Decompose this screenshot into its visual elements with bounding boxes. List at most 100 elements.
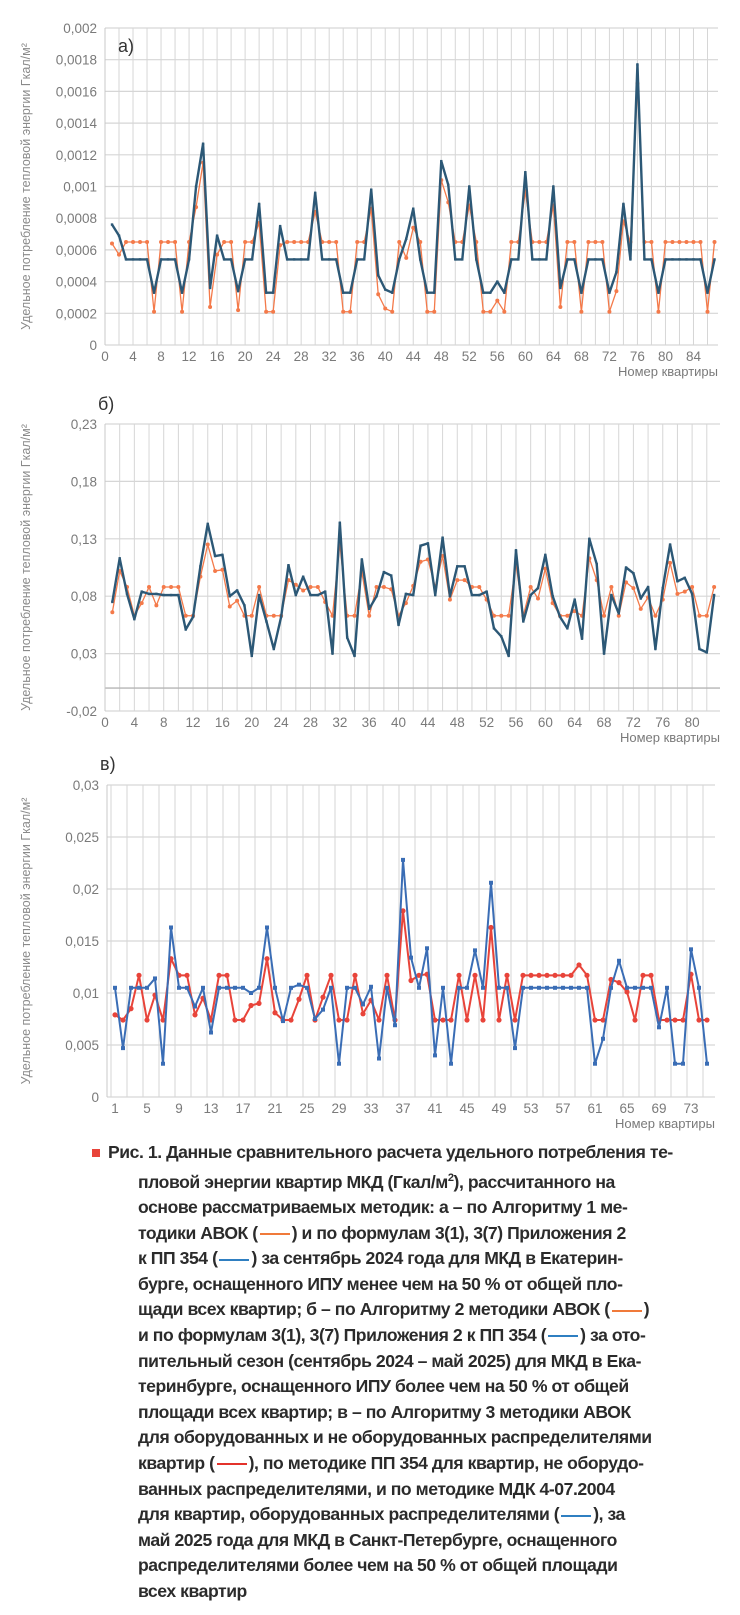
x-tick-label: 80: [685, 715, 700, 730]
data-point: [441, 536, 444, 539]
data-point: [159, 258, 163, 261]
data-point: [585, 985, 589, 990]
data-point: [622, 202, 625, 206]
data-point: [315, 585, 320, 590]
data-point: [208, 304, 213, 309]
x-tick-label: 72: [626, 715, 641, 730]
data-point: [418, 559, 423, 564]
data-point: [485, 590, 488, 593]
chart-1: -0,020,030,080,130,180,230 4 8 12 16 20 24 28 32…: [19, 394, 720, 745]
data-point: [137, 985, 141, 990]
data-point: [229, 239, 234, 244]
data-point: [248, 1002, 254, 1009]
data-point: [692, 258, 695, 261]
data-point: [368, 607, 371, 611]
data-point: [249, 991, 253, 995]
x-tick-label: 21: [267, 1101, 282, 1116]
data-point: [301, 575, 305, 578]
data-point: [448, 1017, 454, 1023]
data-point: [329, 985, 333, 990]
caption-text: Рис. 1. Данные сравнительного расчета уд…: [92, 1140, 722, 1605]
data-point: [496, 1017, 502, 1023]
data-point: [281, 1019, 285, 1024]
x-tick-label: 33: [363, 1101, 378, 1116]
x-tick-label: 56: [508, 715, 523, 730]
data-point: [398, 258, 401, 261]
y-axis-title: Удельное потребление тепловой энергии Гк…: [19, 424, 33, 711]
data-point: [636, 63, 639, 66]
data-point: [285, 258, 289, 261]
caption-text-segment: май 2025 года для МКД в Санкт-Петербурге…: [138, 1529, 617, 1550]
data-point: [544, 972, 550, 978]
caption-text-segment: тодики АВОК (: [138, 1222, 258, 1243]
data-point: [640, 972, 646, 978]
data-point: [552, 972, 558, 978]
data-point: [294, 593, 298, 597]
data-point: [257, 585, 262, 590]
data-point: [257, 202, 261, 206]
data-point: [495, 298, 500, 303]
panel-label: б): [98, 394, 114, 414]
data-point: [271, 291, 275, 294]
caption-text-segment: пительный сезон (сентябрь 2024 – май 202…: [138, 1350, 641, 1371]
data-point: [229, 258, 233, 261]
x-tick-label: 52: [479, 715, 494, 730]
data-point: [569, 985, 573, 990]
x-tick-label: 16: [215, 715, 230, 730]
data-point: [296, 996, 302, 1002]
data-point: [481, 985, 485, 990]
data-point: [553, 985, 557, 990]
data-point: [376, 1017, 382, 1023]
data-point: [566, 627, 569, 630]
data-point: [313, 191, 317, 195]
data-point: [609, 985, 613, 990]
caption-text-segment: щади всех квартир; б – по Алгоритму 2 ме…: [138, 1299, 610, 1320]
x-tick-label: 36: [362, 715, 377, 730]
data-point: [489, 880, 493, 885]
data-point: [477, 585, 482, 590]
data-point: [243, 604, 246, 607]
x-tick-label: 44: [406, 349, 422, 364]
y-tick-label: 0,18: [71, 474, 97, 489]
x-tick-label: 76: [655, 715, 670, 730]
data-point: [558, 304, 563, 309]
data-point: [128, 1006, 134, 1012]
legend-line-swatch-icon: [216, 1463, 247, 1466]
x-tick-label: 24: [274, 715, 290, 730]
data-point: [668, 543, 672, 546]
data-point: [529, 985, 533, 990]
data-point: [646, 585, 650, 589]
data-point: [602, 613, 607, 618]
data-point: [609, 585, 614, 590]
data-point: [288, 1017, 294, 1023]
data-point: [118, 557, 121, 560]
caption-line: ванных распределителями, и по методике М…: [92, 1477, 722, 1503]
x-tick-label: 68: [597, 715, 612, 730]
data-point: [713, 258, 716, 261]
data-point: [432, 309, 437, 314]
data-point: [528, 585, 533, 590]
data-point: [256, 1000, 262, 1007]
data-point: [698, 239, 703, 244]
x-tick-label: 72: [602, 349, 617, 364]
data-point: [176, 585, 181, 590]
data-point: [147, 585, 152, 590]
data-point: [705, 1061, 709, 1066]
x-tick-label: 80: [658, 349, 673, 364]
data-point: [600, 1017, 606, 1023]
data-point: [473, 948, 477, 953]
data-point: [154, 603, 159, 608]
y-tick-label: 0,002: [63, 21, 97, 36]
data-point: [306, 258, 310, 261]
data-point: [455, 578, 460, 583]
data-point: [404, 255, 409, 260]
data-point: [670, 239, 675, 244]
data-point: [161, 585, 166, 590]
data-point: [409, 955, 413, 960]
x-tick-label: 13: [203, 1101, 218, 1116]
data-point: [235, 589, 239, 592]
data-point: [225, 985, 229, 990]
data-point: [512, 1017, 518, 1023]
superscript: 2: [447, 1171, 454, 1184]
data-point: [408, 977, 414, 984]
